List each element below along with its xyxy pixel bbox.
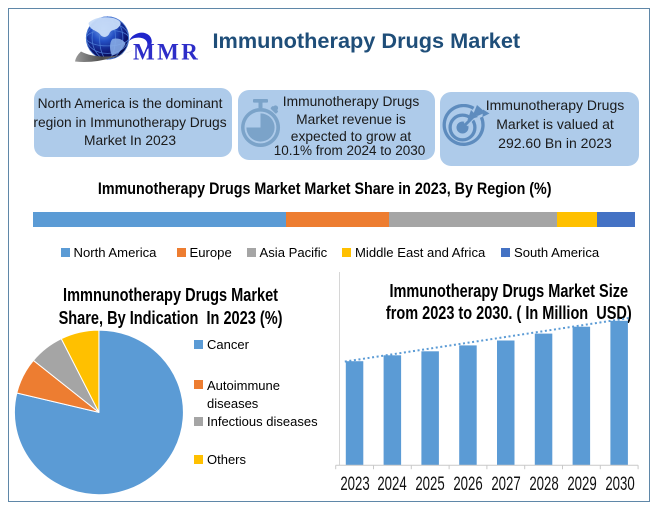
svg-text:MMR: MMR [133,40,200,65]
